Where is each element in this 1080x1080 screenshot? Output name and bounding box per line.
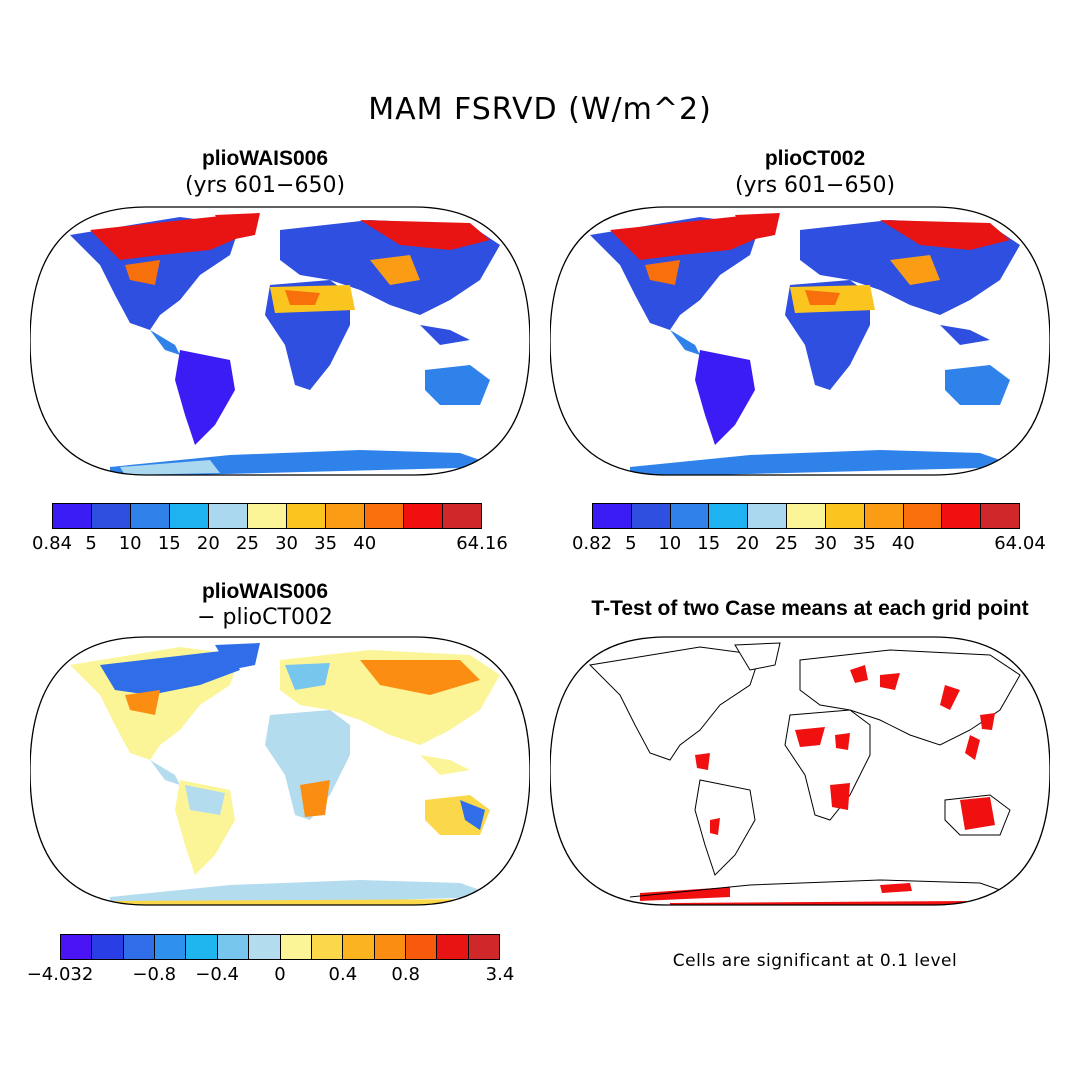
colorbar-swatch — [248, 504, 287, 528]
panel-2-title: plioCT002 — [764, 147, 866, 170]
colorbar-tick-label: 30 — [275, 533, 298, 554]
colorbar-difference-ticks: −4.032 −0.8 −0.4 0 0.4 0.8 3.4 — [27, 964, 515, 988]
colorbar-tick-label: 10 — [658, 533, 682, 554]
colorbar-swatch — [709, 504, 749, 528]
map-ttest-land — [588, 642, 1021, 905]
colorbar-swatch — [61, 935, 93, 959]
colorbar-tick-label: 35 — [852, 533, 876, 554]
map-ttest — [550, 636, 1050, 906]
colorbar-swatch — [53, 504, 92, 528]
colorbar-swatch — [787, 504, 826, 528]
colorbar-tick-label: 5 — [85, 533, 97, 554]
colorbar-plioWAIS006 — [52, 503, 482, 529]
panel-2-subtitle: (yrs 601−650) — [734, 173, 896, 198]
panel-3-title: plioWAIS006 — [201, 580, 329, 603]
colorbar-swatch — [249, 935, 281, 959]
panel-1-subtitle: (yrs 601−650) — [184, 173, 346, 198]
colorbar-tick-label: 0.4 — [328, 964, 358, 985]
map-difference-land — [70, 643, 500, 905]
colorbar-tick-label: 0.82 — [571, 533, 613, 554]
colorbar-tick-label: 25 — [236, 533, 259, 554]
colorbar-swatch — [287, 504, 326, 528]
colorbar-tick-label: 30 — [814, 533, 837, 554]
map-plioCT002-land — [590, 213, 1020, 475]
colorbar-swatch — [311, 935, 344, 959]
colorbar-tick-label: 35 — [314, 533, 338, 554]
colorbar-swatch — [942, 504, 982, 528]
colorbar-swatch — [593, 504, 632, 528]
colorbar-tick-label: 20 — [196, 533, 220, 554]
colorbar-tick-label: 0 — [274, 964, 286, 985]
colorbar-difference — [60, 934, 500, 960]
colorbar-swatch — [631, 504, 671, 528]
panel-4-title: T-Test of two Case means at each grid po… — [591, 597, 1029, 620]
colorbar-plioCT002-ticks: 0.82 5 10 15 20 25 30 35 40 64.04 — [572, 533, 1046, 557]
map-plioWAIS006-land — [70, 213, 500, 475]
colorbar-swatch — [155, 935, 187, 959]
colorbar-swatch — [437, 935, 469, 959]
colorbar-swatch — [92, 935, 124, 959]
colorbar-swatch — [326, 504, 365, 528]
map-difference — [30, 636, 530, 906]
colorbar-tick-label: 0.84 — [31, 533, 73, 554]
colorbar-swatch — [343, 935, 375, 959]
colorbar-tick-label: 25 — [775, 533, 798, 554]
colorbar-tick-label: 40 — [353, 533, 377, 554]
colorbar-swatch — [209, 504, 248, 528]
colorbar-tick-label: 64.16 — [456, 533, 508, 554]
colorbar-swatch — [280, 935, 312, 959]
colorbar-swatch — [170, 504, 209, 528]
panel-3-subtitle: − plioCT002 — [197, 605, 333, 630]
colorbar-swatch — [131, 504, 170, 528]
colorbar-swatch — [123, 935, 156, 959]
colorbar-swatch — [748, 504, 788, 528]
colorbar-tick-label: −0.8 — [132, 964, 177, 985]
colorbar-tick-label: 20 — [736, 533, 760, 554]
map-plioCT002 — [550, 206, 1050, 476]
colorbar-tick-label: 40 — [891, 533, 915, 554]
colorbar-tick-label: 5 — [625, 533, 637, 554]
colorbar-swatch — [670, 504, 710, 528]
colorbar-swatch — [443, 504, 481, 528]
colorbar-swatch — [217, 935, 250, 959]
colorbar-swatch — [405, 935, 438, 959]
colorbar-swatch — [404, 504, 443, 528]
main-title: MAM FSRVD (W/m^2) — [368, 92, 712, 127]
colorbar-swatch — [825, 504, 865, 528]
map-plioWAIS006 — [30, 206, 530, 476]
colorbar-tick-label: −4.032 — [26, 964, 94, 985]
colorbar-swatch — [186, 935, 218, 959]
colorbar-tick-label: 3.4 — [485, 964, 515, 985]
colorbar-swatch — [864, 504, 904, 528]
significance-note: Cells are significant at 0.1 level — [672, 951, 958, 971]
colorbar-tick-label: 15 — [157, 533, 181, 554]
colorbar-swatch — [365, 504, 404, 528]
colorbar-swatch — [981, 504, 1019, 528]
colorbar-tick-label: 64.04 — [994, 533, 1046, 554]
colorbar-swatch — [468, 935, 500, 959]
colorbar-swatch — [903, 504, 943, 528]
colorbar-tick-label: 10 — [118, 533, 142, 554]
colorbar-plioWAIS006-ticks: 0.84 5 10 15 20 25 30 35 40 64.16 — [32, 533, 508, 557]
colorbar-tick-label: 15 — [697, 533, 721, 554]
colorbar-tick-label: 0.8 — [391, 964, 421, 985]
colorbar-swatch — [92, 504, 131, 528]
colorbar-tick-label: −0.4 — [195, 964, 239, 985]
colorbar-swatch — [374, 935, 406, 959]
panel-1-title: plioWAIS006 — [201, 147, 329, 170]
colorbar-plioCT002 — [592, 503, 1020, 529]
